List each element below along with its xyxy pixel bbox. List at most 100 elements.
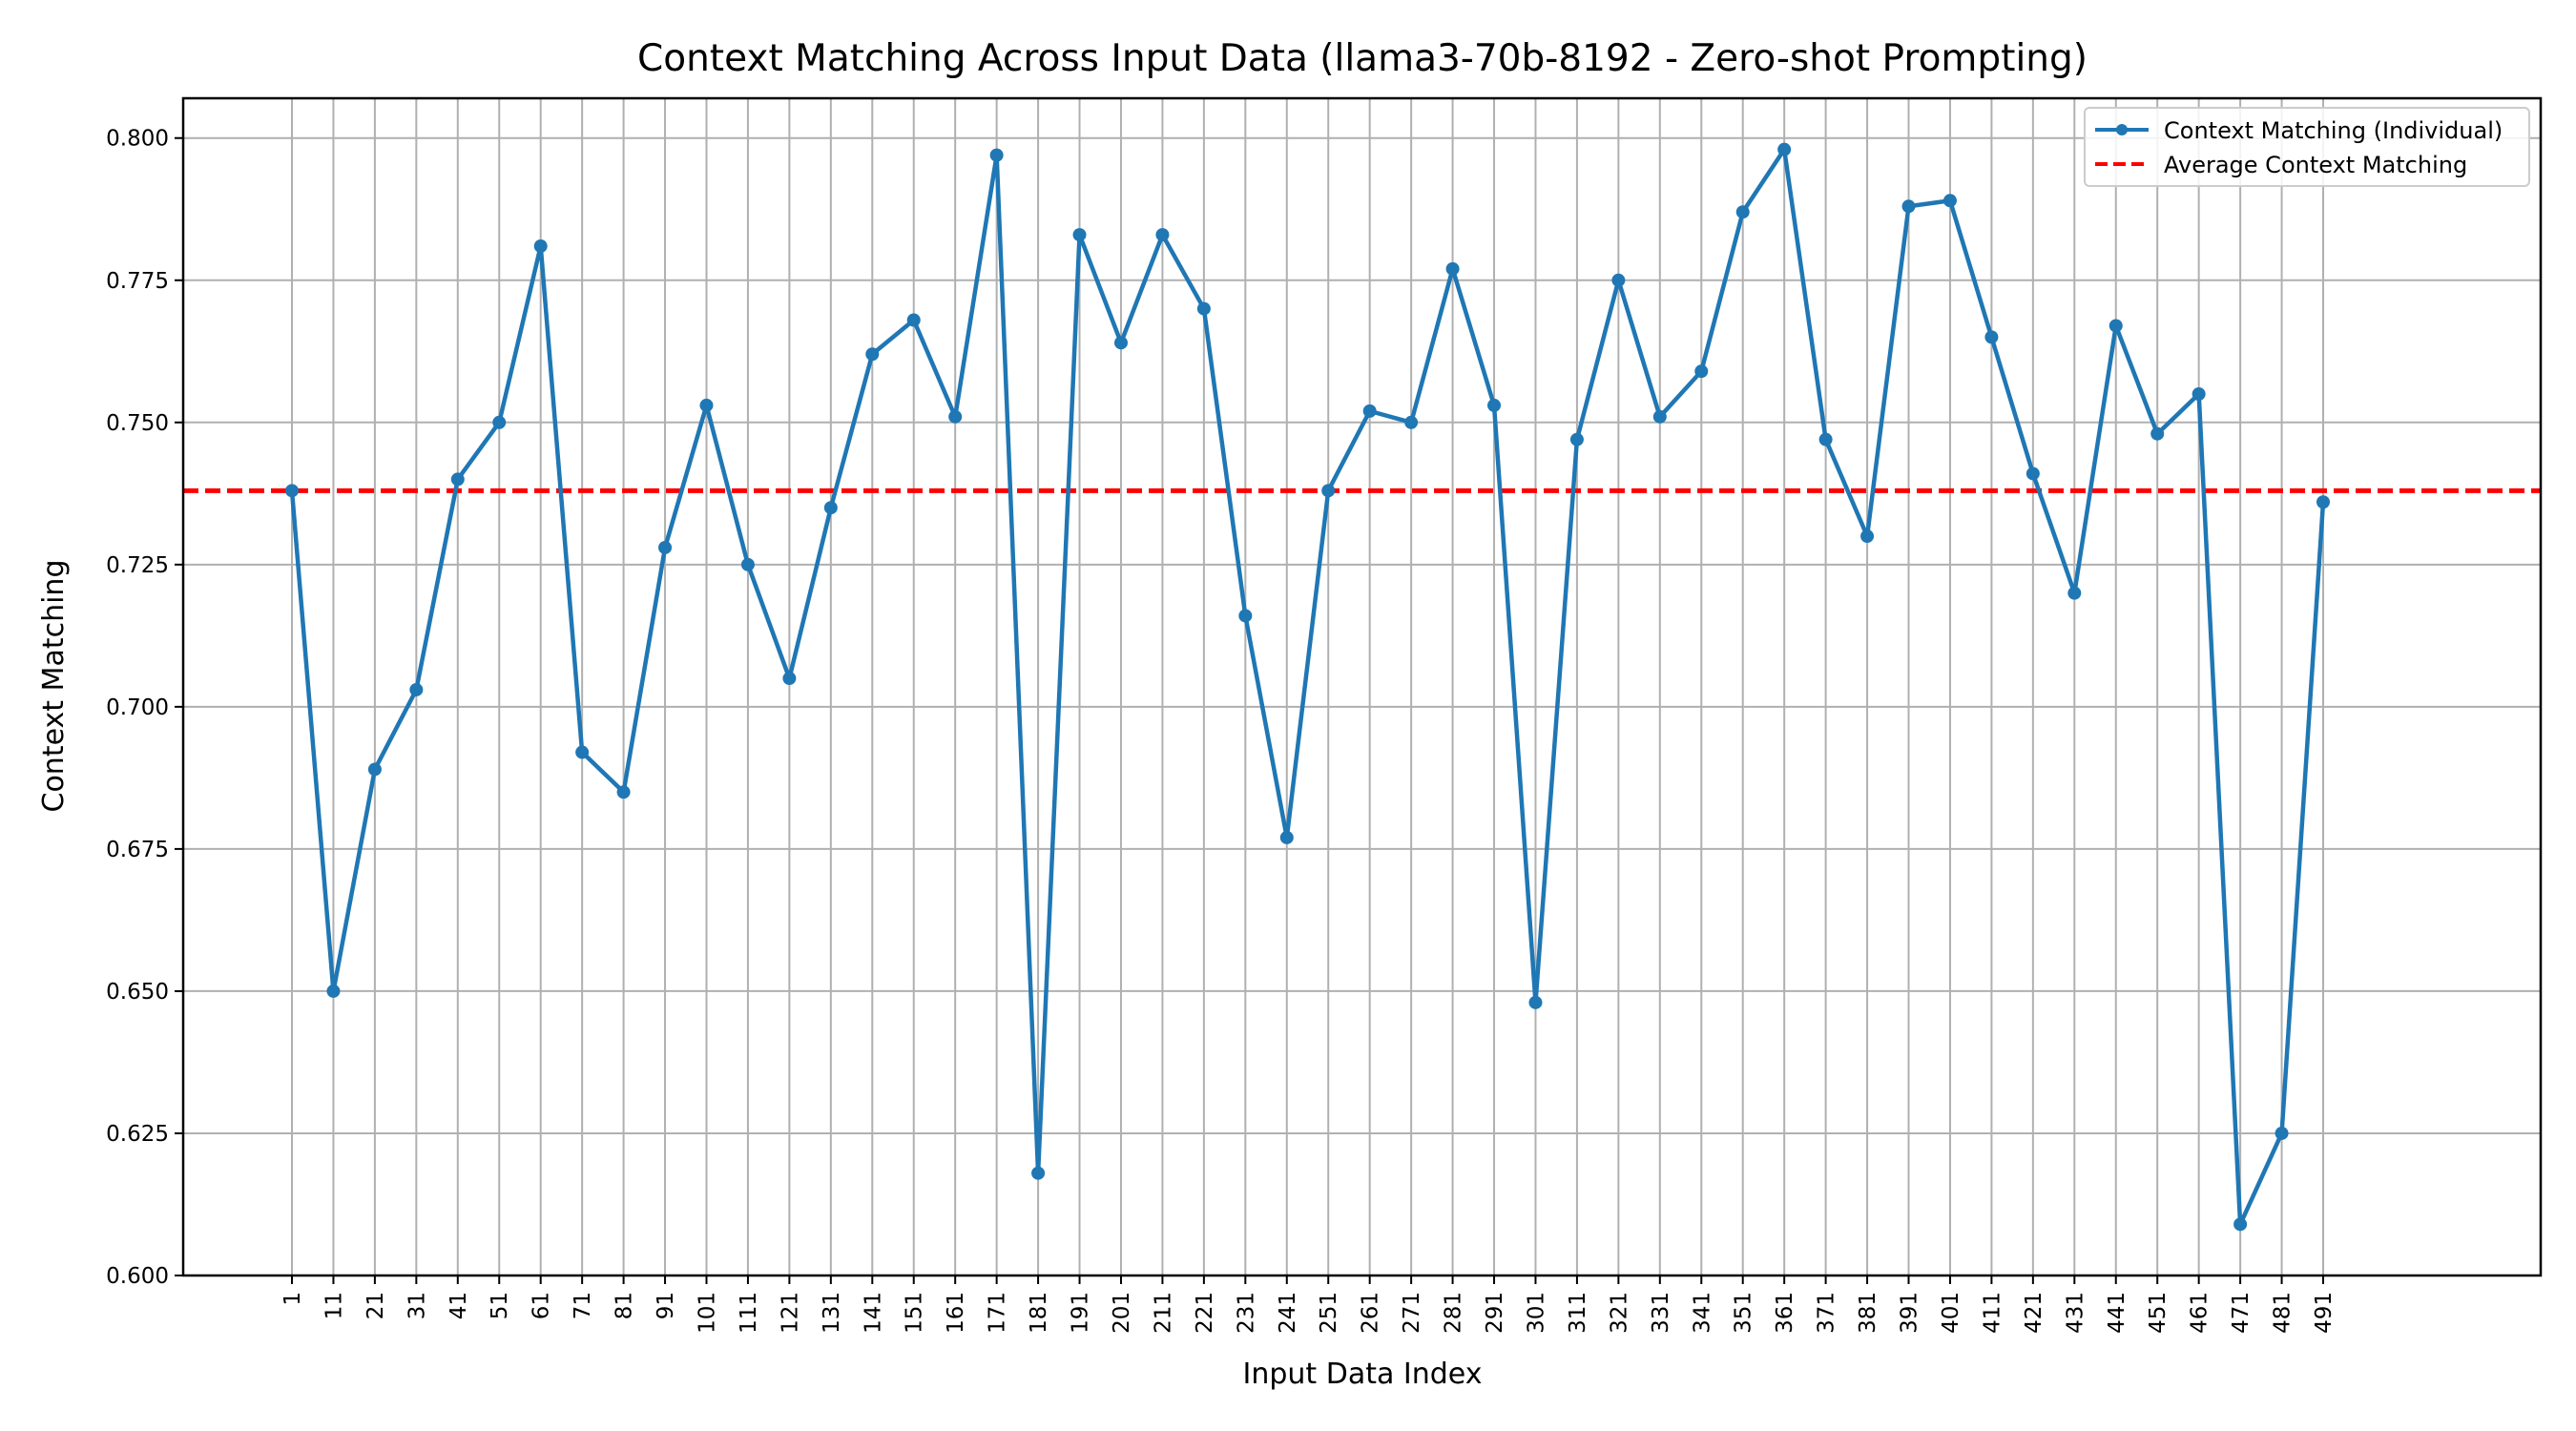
x-tick-label: 391: [1898, 1292, 1922, 1334]
x-tick-label: 381: [1856, 1292, 1880, 1334]
x-tick-label: 131: [820, 1292, 844, 1334]
data-point: [1777, 142, 1792, 156]
x-tick-label: 151: [903, 1292, 927, 1334]
x-tick-label: 221: [1193, 1292, 1217, 1334]
data-point: [782, 672, 797, 686]
plot-frame: [181, 96, 2543, 1277]
data-point: [989, 148, 1004, 162]
y-tick-label: 0.625: [106, 1122, 169, 1147]
y-tick-label: 0.600: [106, 1264, 169, 1289]
x-tick-label: 311: [1566, 1292, 1590, 1334]
data-point: [1942, 194, 1957, 208]
x-tick-label: 71: [571, 1292, 595, 1319]
data-point: [1031, 1166, 1046, 1180]
x-tick-label: 61: [530, 1292, 554, 1319]
y-tick-label: 0.800: [106, 127, 169, 152]
data-point: [1321, 484, 1336, 498]
y-tick-label: 0.750: [106, 411, 169, 436]
legend-box: [2084, 107, 2530, 187]
data-point: [450, 472, 465, 487]
y-tick-label: 0.650: [106, 980, 169, 1005]
data-point: [2067, 586, 2082, 600]
x-tick-label: 251: [1317, 1292, 1341, 1334]
x-tick-label: 241: [1276, 1292, 1300, 1334]
x-tick-label: 171: [986, 1292, 1010, 1334]
x-tick-label: 201: [1110, 1292, 1134, 1334]
data-point: [823, 501, 838, 515]
data-point: [533, 238, 548, 253]
x-tick-label: 11: [322, 1292, 346, 1319]
data-point: [1445, 261, 1460, 276]
x-tick-label: 81: [613, 1292, 637, 1319]
data-point: [740, 557, 755, 571]
x-tick-label: 491: [2312, 1292, 2337, 1334]
x-tick-label: 261: [1359, 1292, 1383, 1334]
data-point: [699, 398, 714, 412]
data-point: [2275, 1126, 2289, 1140]
x-tick-label: 101: [695, 1292, 719, 1334]
x-tick-label: 141: [861, 1292, 885, 1334]
data-point: [2025, 467, 2040, 481]
data-point: [658, 540, 673, 554]
data-point: [1238, 609, 1253, 623]
legend-label-individual: Context Matching (Individual): [2164, 117, 2503, 144]
x-tick-label: 411: [1980, 1292, 2005, 1334]
data-point: [1487, 398, 1502, 412]
data-point: [1818, 432, 1833, 446]
data-point: [575, 745, 590, 759]
data-point: [2192, 386, 2206, 401]
data-point: [1072, 228, 1087, 242]
data-point: [2233, 1217, 2248, 1232]
x-tick-label: 361: [1773, 1292, 1797, 1334]
x-tick-label: 351: [1732, 1292, 1756, 1334]
x-tick-label: 111: [737, 1292, 761, 1334]
data-point: [285, 484, 299, 498]
data-point: [1196, 301, 1211, 316]
x-tick-label: 291: [1483, 1292, 1507, 1334]
x-tick-label: 191: [1069, 1292, 1093, 1334]
legend: Context Matching (Individual) Average Co…: [2084, 107, 2530, 187]
x-tick-label: 271: [1400, 1292, 1424, 1334]
data-point: [492, 415, 507, 429]
data-point: [1528, 995, 1543, 1009]
data-point: [2316, 495, 2330, 509]
x-tick-label: 441: [2105, 1292, 2129, 1334]
x-tick-label: 121: [778, 1292, 802, 1334]
data-point: [1694, 364, 1709, 379]
y-tick-label: 0.675: [106, 838, 169, 862]
legend-marker-individual: [2116, 124, 2128, 135]
data-point: [1404, 415, 1419, 429]
x-tick-label: 471: [2229, 1292, 2254, 1334]
series-line-individual: [289, 147, 2326, 1227]
x-tick-label: 401: [1939, 1292, 1963, 1334]
x-tick-label: 231: [1234, 1292, 1258, 1334]
y-axis-ticks: 0.600 0.625 0.650 0.675 0.700 0.725 0.750 0.775…: [106, 127, 183, 1289]
x-tick-label: 321: [1607, 1292, 1631, 1334]
x-tick-label: 431: [2063, 1292, 2088, 1334]
series-layer: [285, 142, 2330, 1232]
data-point: [616, 785, 631, 799]
y-axis-label: Context Matching: [37, 560, 71, 813]
chart-title: Context Matching Across Input Data (llam…: [637, 37, 2088, 80]
data-point: [326, 984, 341, 998]
data-point: [948, 409, 963, 424]
x-tick-label: 301: [1524, 1292, 1548, 1334]
x-tick-label: 281: [1442, 1292, 1466, 1334]
data-point: [1901, 199, 1916, 214]
data-point: [1735, 205, 1750, 219]
x-tick-label: 341: [1690, 1292, 1714, 1334]
legend-label-average: Average Context Matching: [2164, 152, 2467, 178]
data-point: [1362, 404, 1377, 418]
data-point: [367, 762, 382, 777]
data-point: [1611, 273, 1626, 287]
data-point: [1652, 409, 1667, 424]
data-point: [865, 347, 880, 362]
data-point: [906, 313, 921, 327]
data-point: [1569, 432, 1584, 446]
x-tick-label: 481: [2271, 1292, 2296, 1334]
data-point: [1113, 336, 1128, 350]
data-point: [1984, 330, 1999, 344]
x-tick-label: 371: [1815, 1292, 1839, 1334]
data-point: [409, 682, 424, 696]
